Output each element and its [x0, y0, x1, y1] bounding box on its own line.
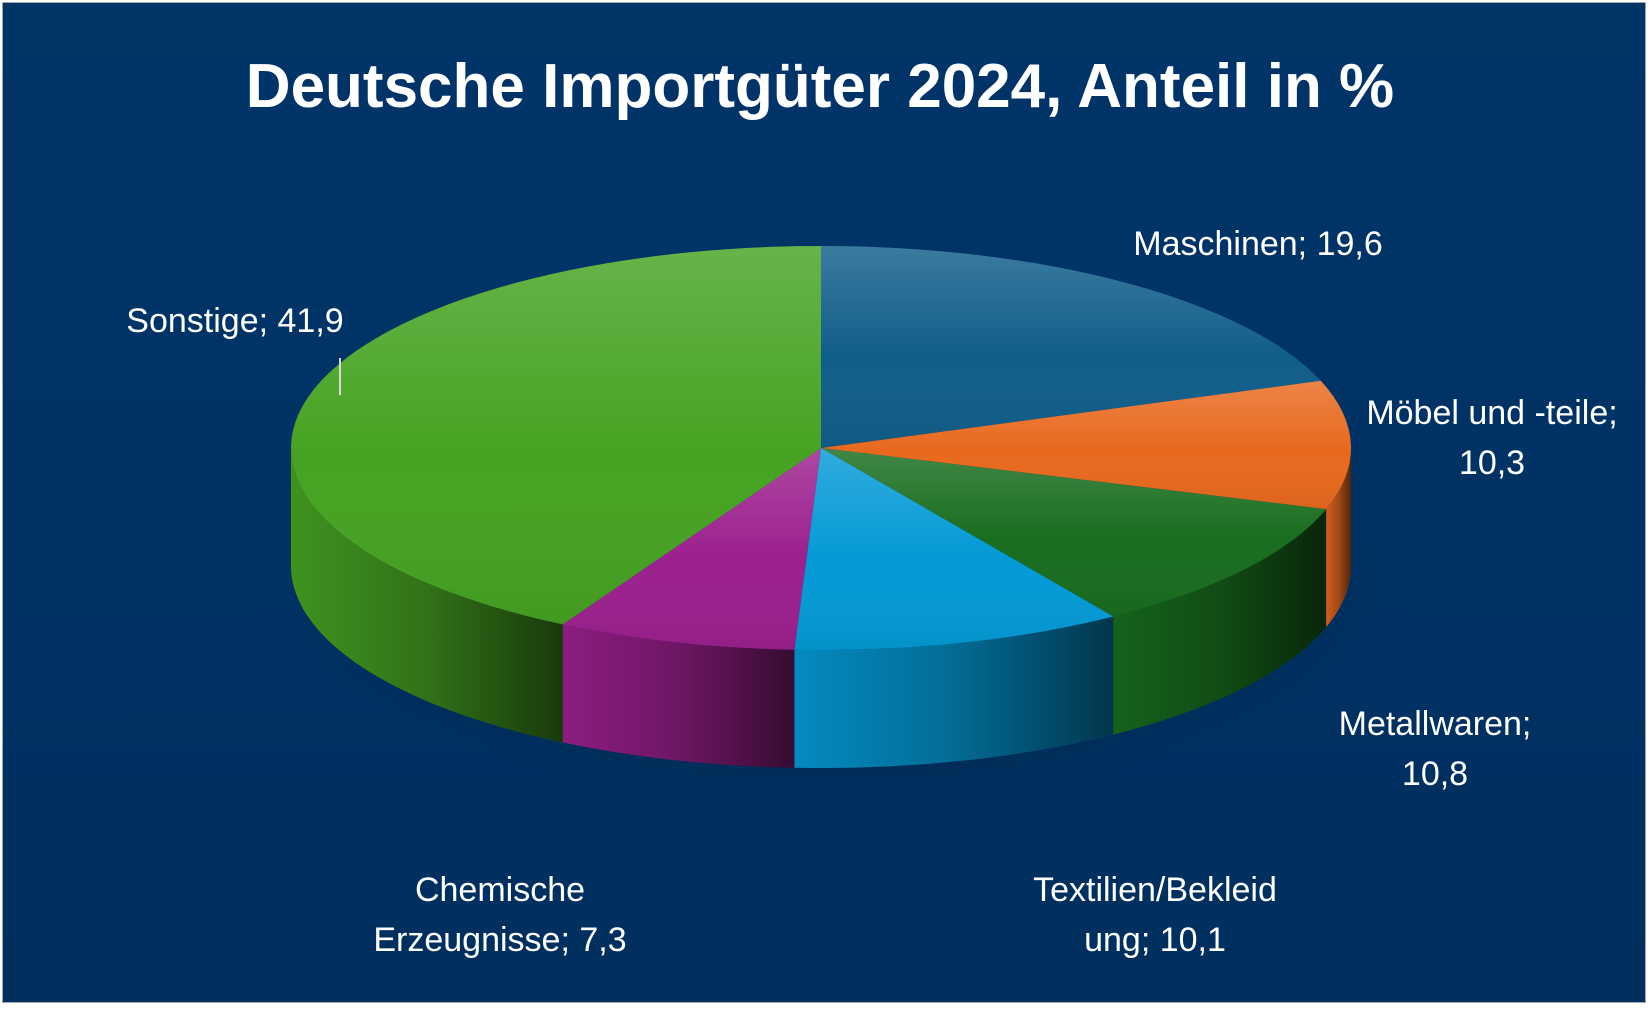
data-label-line: Möbel und -teile; [1366, 394, 1617, 432]
data-label-line: 10,8 [1402, 755, 1468, 793]
pie-group [281, 246, 1377, 802]
data-label-line: Chemische [415, 871, 585, 909]
slice-side-sonstige-shade [291, 448, 563, 743]
chart-title: Deutsche Importgüter 2024, Anteil in % [246, 52, 1394, 121]
data-label-line: ung; 10,1 [1084, 921, 1226, 959]
slice-side-moebel-und-teile-shade [1326, 448, 1351, 628]
data-label-line: Erzeugnisse; 7,3 [373, 921, 626, 959]
slice-maschinen-highlight [821, 246, 1321, 448]
data-label-moebel-und-teile: Möbel und -teile; 10,3 [1366, 394, 1617, 482]
data-label-sonstige: Sonstige; 41,9 [126, 302, 343, 340]
data-label-chemische-erzeugnisse: Chemische Erzeugnisse; 7,3 [373, 871, 626, 959]
slice-side-metallwaren-shade [1113, 509, 1327, 735]
slice-side-textilien-bekleidung-shade [794, 616, 1114, 768]
data-label-line: Maschinen; 19,6 [1133, 225, 1383, 263]
data-label-maschinen: Maschinen; 19,6 [1133, 225, 1383, 263]
data-label-metallwaren: Metallwaren; 10,8 [1339, 705, 1532, 793]
slice-chemische-erzeugnisse-highlight [562, 448, 821, 650]
slice-metallwaren-highlight [821, 448, 1327, 617]
slice-side-chemische-erzeugnisse-shade [562, 624, 795, 768]
data-label-line: 10,3 [1459, 444, 1525, 482]
pie-chart: Deutsche Importgüter 2024, Anteil in % M… [3, 3, 1645, 1002]
data-label-textilien-bekleidung: Textilien/Bekleid ung; 10,1 [1033, 871, 1277, 959]
data-label-line: Textilien/Bekleid [1033, 871, 1277, 909]
slice-labels: Maschinen; 19,6 Möbel und -teile; 10,3 Meta… [126, 225, 1617, 959]
data-label-line: Sonstige; 41,9 [126, 302, 343, 340]
slice-textilien-bekleidung-highlight [794, 448, 1114, 650]
slice-moebel-und-teile-highlight [821, 380, 1351, 510]
slice-sonstige-highlight [290, 246, 821, 625]
data-label-line: Metallwaren; [1339, 705, 1532, 743]
